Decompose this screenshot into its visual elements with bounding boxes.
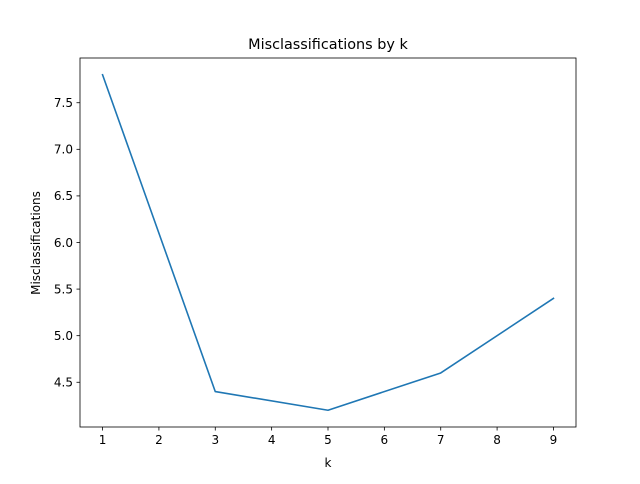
x-tick-label: 5 [324, 433, 332, 447]
y-tick-label: 5.5 [54, 282, 73, 296]
chart-title: Misclassifications by k [248, 37, 408, 53]
y-tick-label: 7.0 [54, 143, 73, 157]
x-tick-label: 3 [211, 433, 219, 447]
x-tick-label: 9 [550, 433, 558, 447]
x-tick-label: 6 [381, 433, 389, 447]
y-tick-label: 6.5 [54, 189, 73, 203]
x-tick-label: 1 [99, 433, 107, 447]
x-axis-label: k [325, 456, 332, 470]
x-tick-label: 7 [437, 433, 445, 447]
series-line [101, 73, 555, 412]
y-tick-label: 7.5 [54, 96, 73, 110]
y-tick-label: 4.5 [54, 376, 73, 390]
y-axis-label: Misclassifications [29, 191, 43, 295]
x-tick-label: 8 [493, 433, 501, 447]
y-tick-label: 5.0 [54, 329, 73, 343]
y-tick-label: 6.0 [54, 236, 73, 250]
axes-frame [79, 57, 577, 428]
x-tick-label: 2 [155, 433, 163, 447]
plot-area: 1 2 3 4 5 6 7 8 9 4.5 5.0 5.5 6.0 6.5 7.0 7.5 [54, 57, 577, 447]
x-tick-label: 4 [268, 433, 276, 447]
